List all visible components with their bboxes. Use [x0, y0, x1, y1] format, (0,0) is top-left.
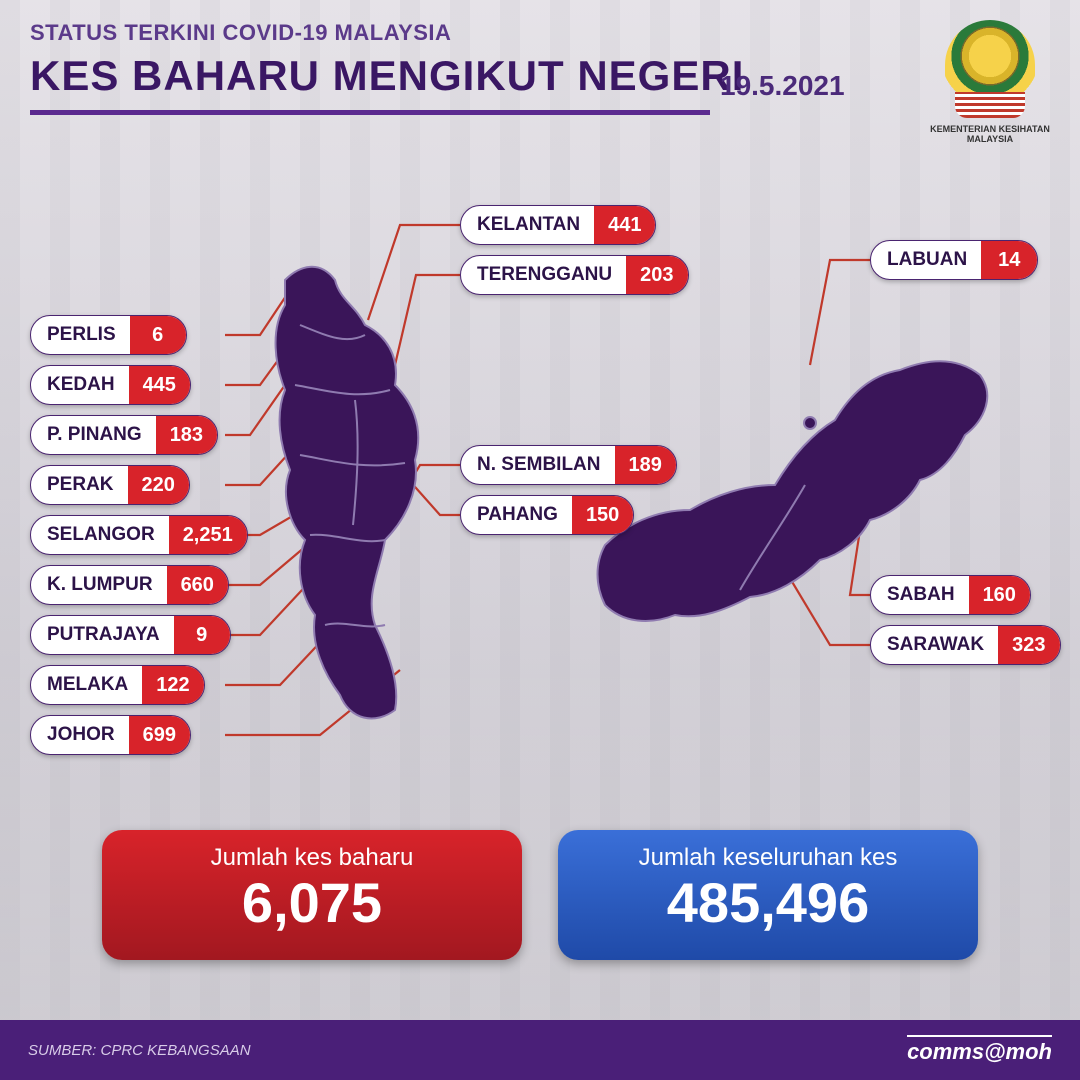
state-pill: P. PINANG183: [30, 415, 218, 455]
state-value: 441: [594, 206, 655, 244]
state-pill: N. SEMBILAN189: [460, 445, 677, 485]
state-pill: MELAKA122: [30, 665, 205, 705]
state-name: SARAWAK: [871, 626, 998, 664]
summary-total-label: Jumlah keseluruhan kes: [558, 844, 978, 872]
state-name: K. LUMPUR: [31, 566, 167, 604]
state-value: 220: [128, 466, 189, 504]
state-value: 323: [998, 626, 1059, 664]
state-pill: KELANTAN441: [460, 205, 656, 245]
state-pill: LABUAN14: [870, 240, 1038, 280]
state-name: KEDAH: [31, 366, 129, 404]
source-text: SUMBER: CPRC KEBANGSAAN: [28, 1042, 251, 1059]
summary-new-label: Jumlah kes baharu: [102, 844, 522, 872]
state-pill: JOHOR699: [30, 715, 191, 755]
summary-new-cases: Jumlah kes baharu 6,075: [102, 830, 522, 960]
state-pill: SELANGOR2,251: [30, 515, 248, 555]
state-value: 2,251: [169, 516, 247, 554]
summary-total-cases: Jumlah keseluruhan kes 485,496: [558, 830, 978, 960]
state-name: P. PINANG: [31, 416, 156, 454]
comms-badge: comms@moh: [907, 1035, 1052, 1065]
emblem-caption: KEMENTERIAN KESIHATAN MALAYSIA: [930, 124, 1050, 144]
state-name: N. SEMBILAN: [461, 446, 615, 484]
state-value: 122: [142, 666, 203, 704]
state-value: 699: [129, 716, 190, 754]
state-pill: TERENGGANU203: [460, 255, 689, 295]
state-value: 660: [167, 566, 228, 604]
state-pill: PERLIS6: [30, 315, 187, 355]
state-name: SABAH: [871, 576, 969, 614]
title-underline: [30, 110, 710, 115]
footer-bar: SUMBER: CPRC KEBANGSAAN comms@moh: [0, 1020, 1080, 1080]
state-value: 189: [615, 446, 676, 484]
malaysia-map: [245, 225, 1025, 745]
state-pill: PUTRAJAYA9: [30, 615, 231, 655]
state-name: TERENGGANU: [461, 256, 626, 294]
emblem-icon: [945, 20, 1035, 110]
map-area: PERLIS6KEDAH445P. PINANG183PERAK220SELAN…: [0, 170, 1080, 810]
state-pill: PERAK220: [30, 465, 190, 505]
summary-total-value: 485,496: [558, 872, 978, 934]
state-value: 14: [981, 241, 1037, 279]
state-name: LABUAN: [871, 241, 981, 279]
state-name: MELAKA: [31, 666, 142, 704]
state-pill: SABAH160: [870, 575, 1031, 615]
state-value: 6: [130, 316, 186, 354]
state-pill: K. LUMPUR660: [30, 565, 229, 605]
state-name: KELANTAN: [461, 206, 594, 244]
state-name: PUTRAJAYA: [31, 616, 174, 654]
state-value: 160: [969, 576, 1030, 614]
state-value: 445: [129, 366, 190, 404]
state-name: PERAK: [31, 466, 128, 504]
summary-new-value: 6,075: [102, 872, 522, 934]
state-value: 150: [572, 496, 633, 534]
report-date: 19.5.2021: [720, 70, 845, 102]
header: STATUS TERKINI COVID-19 MALAYSIA KES BAH…: [0, 0, 1080, 115]
ministry-emblem: KEMENTERIAN KESIHATAN MALAYSIA: [930, 20, 1050, 144]
state-name: SELANGOR: [31, 516, 169, 554]
state-value: 203: [626, 256, 687, 294]
state-name: PERLIS: [31, 316, 130, 354]
state-name: JOHOR: [31, 716, 129, 754]
page-title: KES BAHARU MENGIKUT NEGERI: [30, 52, 1050, 100]
state-pill: KEDAH445: [30, 365, 191, 405]
state-pill: SARAWAK323: [870, 625, 1061, 665]
state-pill: PAHANG150: [460, 495, 634, 535]
summary-row: Jumlah kes baharu 6,075 Jumlah keseluruh…: [0, 830, 1080, 960]
subtitle: STATUS TERKINI COVID-19 MALAYSIA: [30, 20, 1050, 46]
state-value: 9: [174, 616, 230, 654]
state-value: 183: [156, 416, 217, 454]
state-name: PAHANG: [461, 496, 572, 534]
